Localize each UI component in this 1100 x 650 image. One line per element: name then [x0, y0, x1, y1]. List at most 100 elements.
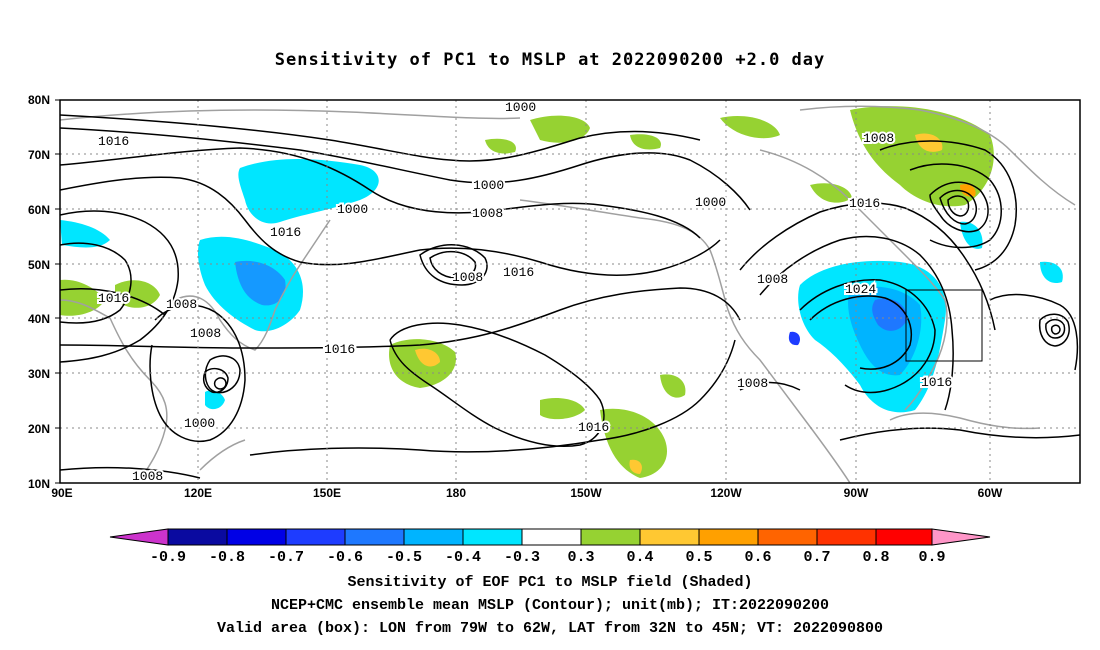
colorbar-segment: [403, 528, 464, 546]
contour-label: 1000: [505, 100, 536, 115]
colorbar-segment: [639, 528, 700, 546]
contour-label: 1016: [98, 291, 129, 306]
lon-label-150e: 150E: [313, 486, 341, 500]
lat-label-80n: 80N: [28, 93, 50, 107]
colorbar-label: -0.9: [150, 549, 186, 566]
shade-yellow-greenland: [915, 133, 943, 152]
colorbar-labels: -0.9 -0.8 -0.7 -0.6 -0.5 -0.4 -0.3 0.3 0…: [150, 549, 946, 566]
shade-cyan-typhoon: [205, 390, 225, 410]
contour-label: 1008: [757, 272, 788, 287]
graticule: [60, 100, 1080, 483]
longitude-labels: 90E 120E 150E 180 150W 120W 90W 60W: [51, 486, 1003, 500]
lon-label-180: 180: [446, 486, 466, 500]
contour-labels: 1016 1000 1016 1000 1000 1008 1000 1008 …: [96, 98, 954, 486]
shade-cyan-atlantic: [1040, 261, 1063, 284]
colorbar-label: -0.7: [268, 549, 304, 566]
colorbar-label: 0.9: [918, 549, 945, 566]
contour-label: 1008: [132, 469, 163, 484]
valid-area-box: [905, 289, 983, 362]
shade-green-hawaii: [660, 374, 686, 398]
colorbar-segment: [521, 528, 582, 546]
colorbar-segment: [757, 528, 818, 546]
latitude-labels: 80N 70N 60N 50N 40N 30N 20N 10N: [28, 93, 50, 491]
contour-label: 1008: [737, 376, 768, 391]
lat-label-50n: 50N: [28, 258, 50, 272]
lon-label-60w: 60W: [978, 486, 1003, 500]
colorbar-label: -0.6: [327, 549, 363, 566]
contour-label: 1008: [452, 270, 483, 285]
footer-caption-line-1: Sensitivity of EOF PC1 to MSLP field (Sh…: [347, 574, 753, 591]
shade-orange-greenland: [960, 184, 976, 197]
shade-yellow-central-pacific: [415, 348, 440, 367]
contour-label: 1016: [849, 196, 880, 211]
colorbar-low-arrow: [109, 528, 169, 546]
contour-label: 1000: [337, 202, 368, 217]
colorbar-label: -0.4: [445, 549, 481, 566]
colorbar-label: 0.5: [685, 549, 712, 566]
shade-green-subtropics2: [600, 408, 668, 478]
footer-caption-line-3: Valid area (box): LON from 79W to 62W, L…: [216, 620, 884, 637]
lat-label-70n: 70N: [28, 148, 50, 162]
lat-label-20n: 20N: [28, 422, 50, 436]
lat-label-60n: 60N: [28, 203, 50, 217]
contour-label: 1016: [270, 225, 301, 240]
shade-green-arctic2: [485, 138, 516, 154]
colorbar-segment: [816, 528, 877, 546]
colorbar-segment: [875, 528, 933, 546]
contour-label: 1016: [503, 265, 534, 280]
colorbar-segment: [285, 528, 346, 546]
colorbar-label: 0.4: [626, 549, 653, 566]
colorbar-label: 0.6: [744, 549, 771, 566]
lon-label-150w: 150W: [570, 486, 602, 500]
colorbar-label: -0.8: [209, 549, 245, 566]
shaded-sensitivity: [60, 106, 1063, 478]
map-frame: [59, 99, 1081, 484]
lon-label-120w: 120W: [710, 486, 742, 500]
colorbar-segment: [462, 528, 523, 546]
lat-ticks: [55, 99, 60, 484]
colorbar: [109, 528, 991, 546]
contour-label: 1000: [473, 178, 504, 193]
colorbar-segment: [344, 528, 405, 546]
contour-label: 1016: [324, 342, 355, 357]
shade-yellow-subtropics: [629, 459, 642, 474]
lat-label-30n: 30N: [28, 367, 50, 381]
lon-label-90e: 90E: [51, 486, 72, 500]
shade-green-greenland: [850, 106, 994, 207]
contour-label: 1000: [695, 195, 726, 210]
lat-label-10n: 10N: [28, 477, 50, 491]
contour-label: 1016: [98, 134, 129, 149]
contour-label: 1016: [921, 375, 952, 390]
colorbar-high-arrow: [931, 528, 991, 546]
shade-green-arctic1: [530, 115, 590, 143]
shade-green-hudson: [720, 115, 780, 139]
colorbar-label: 0.3: [567, 549, 594, 566]
shade-green-arctic3: [630, 134, 661, 150]
colorbar-label: 0.8: [862, 549, 889, 566]
shade-blue-east-asia: [235, 260, 286, 306]
shade-cyan-west: [60, 220, 110, 248]
colorbar-label: -0.5: [386, 549, 422, 566]
contour-label: 1008: [472, 206, 503, 221]
footer-caption-line-2: NCEP+CMC ensemble mean MSLP (Contour); u…: [270, 597, 830, 614]
contour-label: 1008: [166, 297, 197, 312]
contour-label: 1016: [578, 420, 609, 435]
colorbar-segment: [167, 528, 228, 546]
shade-darkblue-dot: [788, 331, 801, 346]
mslp-contours: [60, 114, 1080, 479]
colorbar-label: -0.3: [504, 549, 540, 566]
colorbar-segment: [580, 528, 641, 546]
lon-label-120e: 120E: [184, 486, 212, 500]
shade-green-canada: [810, 183, 852, 203]
contour-label: 1008: [863, 131, 894, 146]
colorbar-segment: [698, 528, 759, 546]
shade-green-subtropics: [540, 398, 585, 420]
contour-label: 1000: [184, 416, 215, 431]
shade-cyan-labrador: [960, 221, 983, 249]
map-title: Sensitivity of PC1 to MSLP at 2022090200…: [274, 50, 826, 70]
shade-green-central-pacific: [389, 339, 456, 388]
colorbar-label: 0.7: [803, 549, 830, 566]
contour-label: 1024: [845, 282, 876, 297]
lon-label-90w: 90W: [844, 486, 869, 500]
